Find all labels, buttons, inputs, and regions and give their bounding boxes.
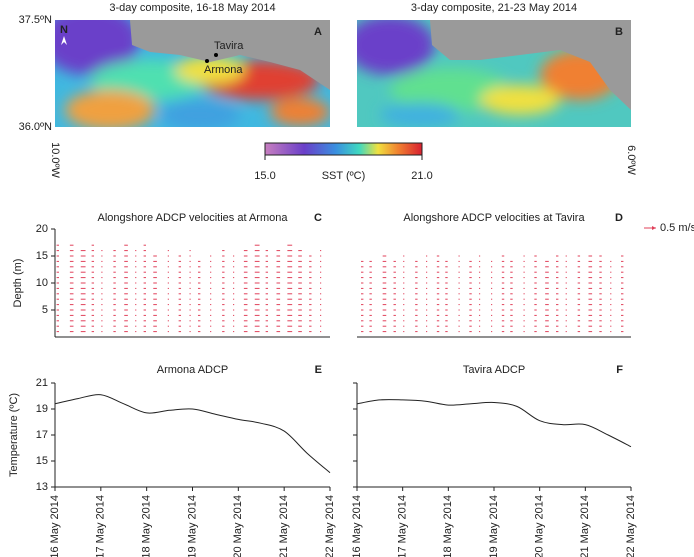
- temperature-line: [54, 394, 331, 474]
- y-tick-label: 13: [36, 481, 48, 493]
- scale-arrowhead: [652, 226, 656, 230]
- north-label: N: [60, 24, 68, 36]
- x-tick-label: 18 May 2014: [141, 495, 153, 557]
- scale-label: 0.5 m/s: [660, 222, 694, 234]
- x-tick-label: 16 May 2014: [351, 495, 363, 557]
- x-tick-label: 20 May 2014: [232, 495, 244, 557]
- place-label: Armona: [204, 64, 243, 76]
- x-tick-label: 18 May 2014: [442, 495, 454, 557]
- map-title: 3-day composite, 21-23 May 2014: [411, 2, 577, 14]
- y-tick-label: 15: [36, 250, 48, 262]
- x-tick-label: 19 May 2014: [488, 495, 500, 557]
- y-tick-label: 5: [42, 304, 48, 316]
- x-tick-label: 19 May 2014: [186, 495, 198, 557]
- panel-letter: D: [615, 212, 623, 224]
- panel-title: Armona ADCP: [157, 364, 229, 376]
- y-tick-label: 17: [36, 429, 48, 441]
- y-axis-label: Depth (m): [12, 259, 24, 308]
- temperature-line: [356, 399, 632, 448]
- x-tick-label: 22 May 2014: [625, 495, 637, 557]
- y-tick-label: 10: [36, 277, 48, 289]
- lat-label: 36.0ºN: [19, 121, 52, 133]
- sst-map-b: [357, 20, 631, 127]
- panel-letter: B: [615, 26, 623, 38]
- colorbar-title: SST (ºC): [322, 170, 366, 182]
- y-tick-label: 21: [36, 377, 48, 389]
- colorbar: [264, 142, 423, 156]
- x-tick-label: 22 May 2014: [324, 495, 336, 557]
- x-tick-label: 20 May 2014: [534, 495, 546, 557]
- panel-letter: F: [616, 364, 623, 376]
- place-label: Tavira: [214, 40, 244, 52]
- lat-label: 37.5ºN: [19, 14, 52, 26]
- panel-letter: A: [314, 26, 322, 38]
- y-axis-label: Temperature (ºC): [8, 393, 20, 477]
- panel-letter: E: [315, 364, 322, 376]
- panel-title: Alongshore ADCP velocities at Armona: [98, 212, 289, 224]
- x-tick-label: 16 May 2014: [49, 495, 61, 557]
- colorbar-label: 21.0: [411, 170, 432, 182]
- y-tick-label: 19: [36, 403, 48, 415]
- lon-label: 6.0ºW: [625, 145, 637, 175]
- panel-letter: C: [314, 212, 322, 224]
- x-tick-label: 21 May 2014: [579, 495, 591, 557]
- sst-map-a: [55, 20, 330, 127]
- y-tick-label: 15: [36, 455, 48, 467]
- panel-title: Alongshore ADCP velocities at Tavira: [403, 212, 585, 224]
- panel-title: Tavira ADCP: [463, 364, 525, 376]
- y-tick-label: 20: [36, 223, 48, 235]
- x-tick-label: 17 May 2014: [397, 495, 409, 557]
- lon-label: 10.0ºW: [49, 142, 61, 178]
- x-tick-label: 21 May 2014: [278, 495, 290, 557]
- colorbar-label: 15.0: [254, 170, 275, 182]
- x-tick-label: 17 May 2014: [95, 495, 107, 557]
- map-title: 3-day composite, 16-18 May 2014: [109, 2, 275, 14]
